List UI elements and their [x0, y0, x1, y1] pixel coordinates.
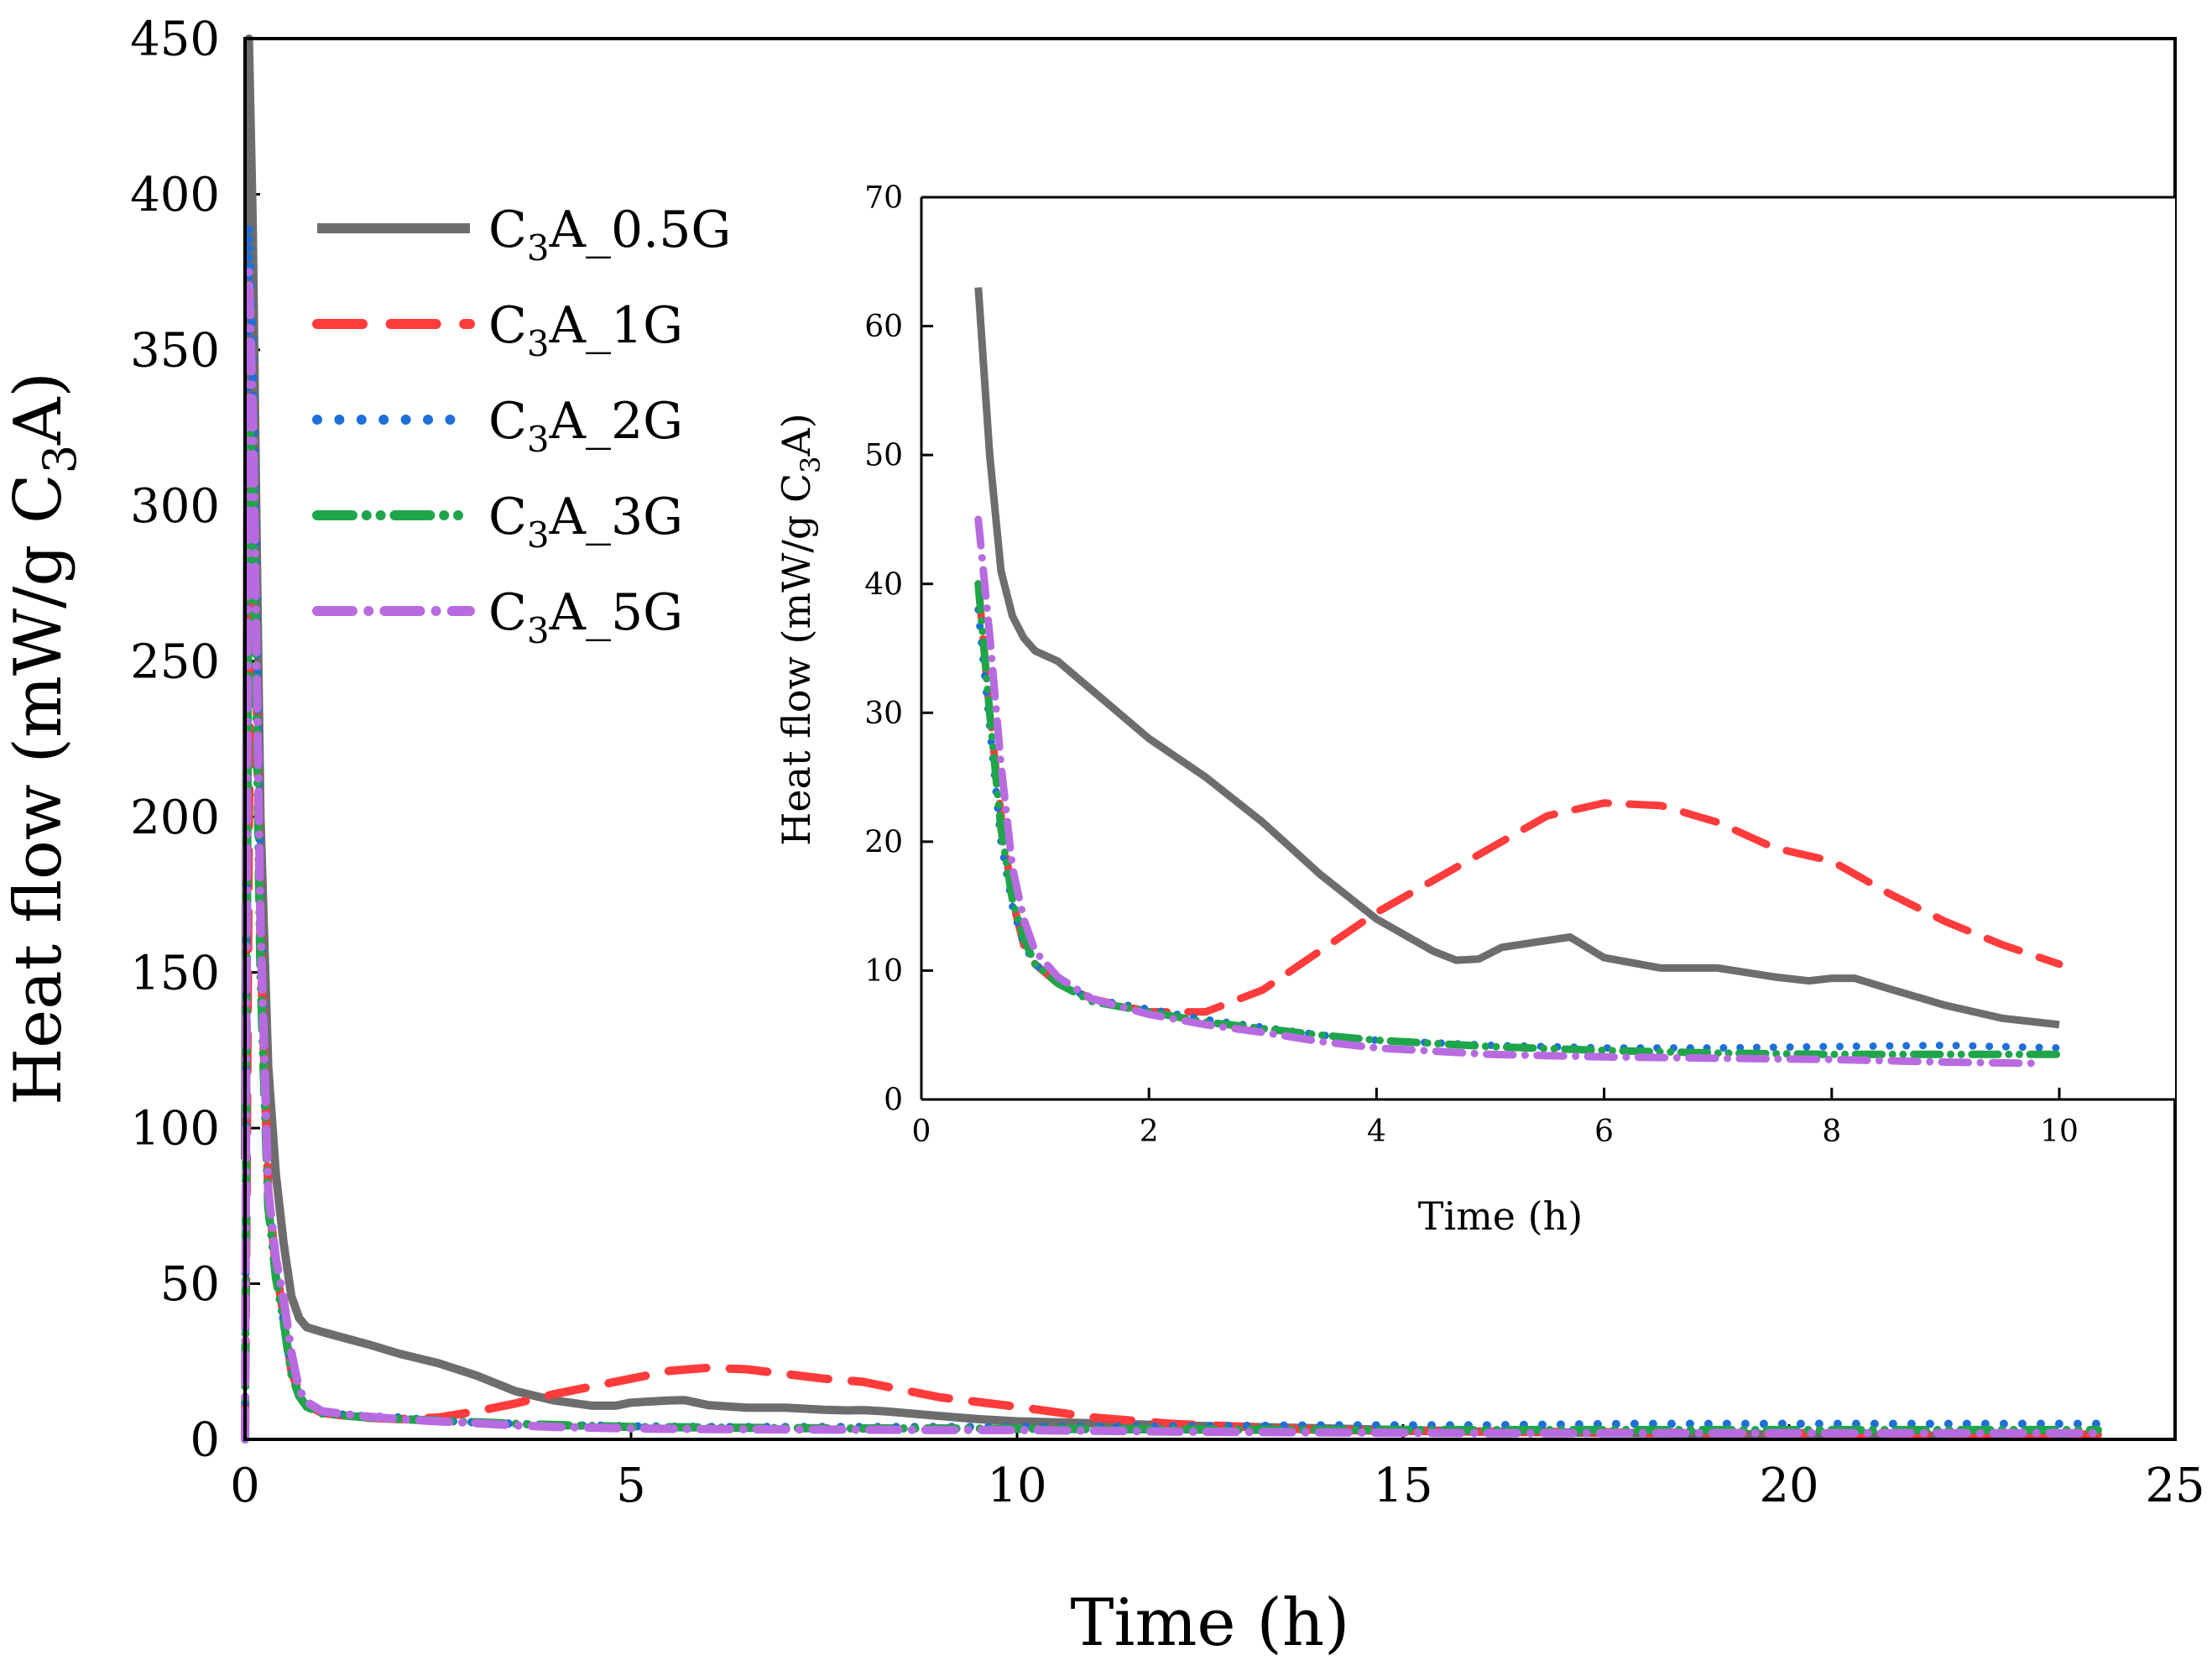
inset-y-tick-label: 30 — [864, 697, 903, 731]
legend-label: C3A_3G — [488, 488, 683, 556]
inset-y-axis-title-pre: Heat flow (mW/g C — [774, 473, 819, 846]
inset-x-axis-title: Time (h) — [1418, 1193, 1583, 1239]
inset-x-tick-label: 8 — [1822, 1115, 1841, 1149]
main-y-tick-label: 50 — [160, 1257, 220, 1312]
main-y-tick-label: 450 — [130, 13, 220, 67]
inset-y-axis-title-post: A) — [774, 413, 819, 457]
main-y-tick-label: 150 — [130, 946, 220, 1000]
main-y-tick-label: 400 — [130, 168, 220, 222]
inset-y-tick-label: 10 — [864, 954, 903, 989]
inset-y-axis-title-sub: 3 — [795, 456, 827, 473]
main-y-tick-label: 200 — [130, 791, 220, 845]
inset-x-tick-label: 0 — [912, 1115, 931, 1149]
legend-label-pre: C — [488, 296, 527, 355]
legend-label-sub: 3 — [527, 419, 550, 460]
legend-label-sub: 3 — [527, 514, 550, 556]
main-y-axis-title-pre: Heat flow (mW/g C — [1, 473, 76, 1105]
inset-x-tick-label: 10 — [2040, 1115, 2079, 1149]
main-y-tick-label: 100 — [130, 1102, 220, 1157]
main-series-group — [241, 34, 2102, 1444]
main-x-tick-label: 5 — [616, 1459, 646, 1513]
inset-axis-ticks: 0 2 4 6 8 10 0 10 20 30 40 50 60 70 — [864, 181, 2079, 1149]
main-y-axis-title-post: A) — [1, 372, 76, 446]
main-y-tick-label: 0 — [190, 1413, 220, 1468]
legend-label-sub: 3 — [527, 610, 550, 651]
main-x-tick-label: 15 — [1373, 1459, 1432, 1513]
legend-label: C3A_2G — [488, 392, 683, 460]
inset-x-tick-label: 2 — [1140, 1115, 1159, 1149]
inset-plot: 0 2 4 6 8 10 0 10 20 30 40 50 60 70 — [864, 181, 2175, 1149]
inset-x-tick-label: 6 — [1594, 1115, 1614, 1149]
main-y-axis-title: Heat flow (mW/g C3A) — [1, 372, 86, 1105]
main-y-tick-label: 300 — [130, 479, 220, 534]
inset-series-c3a-2g — [974, 605, 2063, 1052]
main-x-tick-label: 0 — [230, 1459, 260, 1513]
legend-label-pre: C — [488, 488, 527, 546]
main-y-tick-label: 250 — [130, 634, 220, 689]
inset-series-c3a-0-5g — [974, 287, 2060, 1029]
legend-label: C3A_0.5G — [488, 201, 731, 269]
main-x-tick-label: 25 — [2145, 1459, 2204, 1513]
inset-y-tick-label: 60 — [864, 310, 903, 344]
legend-label-sub: 3 — [527, 227, 550, 269]
legend-label-post: A_2G — [549, 392, 683, 451]
legend-label: C3A_1G — [488, 296, 683, 364]
legend-label-pre: C — [488, 583, 527, 642]
main-x-tick-label: 10 — [987, 1459, 1046, 1513]
inset-y-tick-label: 50 — [864, 439, 903, 473]
inset-series-group — [974, 287, 2063, 1068]
main-y-tick-label: 350 — [130, 323, 220, 378]
inset-y-tick-label: 70 — [864, 181, 903, 216]
main-series-c3a-1g — [241, 563, 2102, 1444]
inset-y-axis-title: Heat flow (mW/g C3A) — [774, 413, 827, 845]
legend-label-sub: 3 — [527, 323, 550, 364]
legend-label-pre: C — [488, 201, 527, 259]
main-series-c3a-0-5g — [241, 34, 2099, 1441]
legend-label-pre: C — [488, 392, 527, 451]
main-x-tick-label: 20 — [1759, 1459, 1818, 1513]
inset-series-c3a-5g — [974, 515, 2041, 1068]
main-x-axis-title: Time (h) — [1071, 1585, 1350, 1661]
legend-label-post: A_3G — [549, 488, 683, 546]
legend-label-post: A_0.5G — [549, 201, 732, 259]
main-y-axis-title-sub: 3 — [34, 445, 86, 473]
inset-background — [921, 197, 2175, 1099]
inset-y-tick-label: 0 — [884, 1084, 903, 1118]
inset-y-tick-label: 20 — [864, 825, 903, 859]
inset-x-tick-label: 4 — [1367, 1115, 1386, 1149]
legend-label: C3A_5G — [488, 583, 683, 651]
legend-label-post: A_1G — [549, 296, 683, 355]
main-series-c3a-5g — [241, 268, 2102, 1444]
legend-label-post: A_5G — [549, 583, 683, 642]
inset-y-tick-label: 40 — [864, 567, 903, 602]
